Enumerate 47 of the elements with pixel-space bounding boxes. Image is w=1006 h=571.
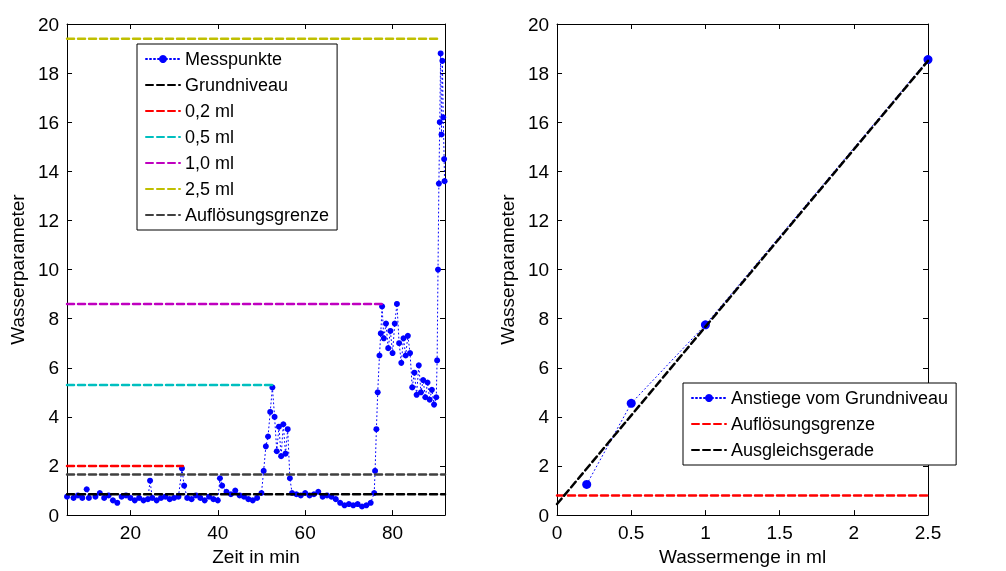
x-axis-title: Wassermenge in ml bbox=[658, 546, 827, 567]
y-tick-label: 12 bbox=[527, 209, 550, 231]
legend-label: Ausgleichsgerade bbox=[731, 440, 875, 460]
point bbox=[582, 479, 592, 489]
y-tick-label: 20 bbox=[37, 13, 60, 35]
y-tick-label: 14 bbox=[527, 160, 550, 182]
y-tick-label: 6 bbox=[538, 357, 550, 379]
y-tick-label: 8 bbox=[48, 308, 60, 330]
legend-label: Grundniveau bbox=[185, 75, 289, 95]
legend-label: Messpunkte bbox=[185, 49, 283, 69]
legend-label: 0,2 ml bbox=[185, 101, 235, 121]
y-tick-label: 18 bbox=[37, 62, 60, 84]
x-tick-label: 1 bbox=[700, 522, 711, 544]
y-tick-label: 16 bbox=[37, 111, 60, 133]
x-axis-title: Zeit in min bbox=[212, 546, 300, 567]
legend-label: Auflösungsgrenze bbox=[185, 205, 330, 225]
y-tick-label: 4 bbox=[538, 406, 550, 428]
y-tick-label: 2 bbox=[538, 455, 550, 477]
y-tick-label: 12 bbox=[37, 209, 60, 231]
x-tick-label: 20 bbox=[119, 522, 141, 544]
y-tick-label: 18 bbox=[527, 62, 550, 84]
y-tick-label: 16 bbox=[527, 111, 550, 133]
x-tick-label: 0.5 bbox=[618, 522, 645, 544]
y-axis-title: Wasserparameter bbox=[497, 193, 518, 345]
y-tick-label: 0 bbox=[538, 504, 550, 526]
y-axis-title: Wasserparameter bbox=[7, 193, 28, 345]
legend-label: 1,0 ml bbox=[185, 153, 235, 173]
y-tick-label: 2 bbox=[48, 455, 60, 477]
legend-label: Anstiege vom Grundniveau bbox=[731, 388, 949, 408]
point bbox=[626, 398, 636, 408]
y-tick-label: 10 bbox=[527, 259, 550, 281]
x-tick-label: 2.5 bbox=[914, 522, 942, 544]
legend-label: 0,5 ml bbox=[185, 127, 235, 147]
legend-label: Auflösungsgrenze bbox=[731, 414, 876, 434]
x-tick-label: 1.5 bbox=[766, 522, 793, 544]
y-tick-label: 20 bbox=[527, 13, 550, 35]
y-tick-label: 6 bbox=[48, 357, 60, 379]
x-tick-label: 60 bbox=[294, 522, 316, 544]
y-tick-label: 8 bbox=[538, 308, 550, 330]
legend-label: 2,5 ml bbox=[185, 179, 235, 199]
y-tick-label: 0 bbox=[48, 504, 60, 526]
x-tick-label: 40 bbox=[207, 522, 229, 544]
x-tick-label: 80 bbox=[382, 522, 404, 544]
y-tick-label: 4 bbox=[48, 406, 60, 428]
y-tick-label: 14 bbox=[37, 160, 60, 182]
x-tick-label: 2 bbox=[848, 522, 860, 544]
y-tick-label: 10 bbox=[37, 259, 60, 281]
